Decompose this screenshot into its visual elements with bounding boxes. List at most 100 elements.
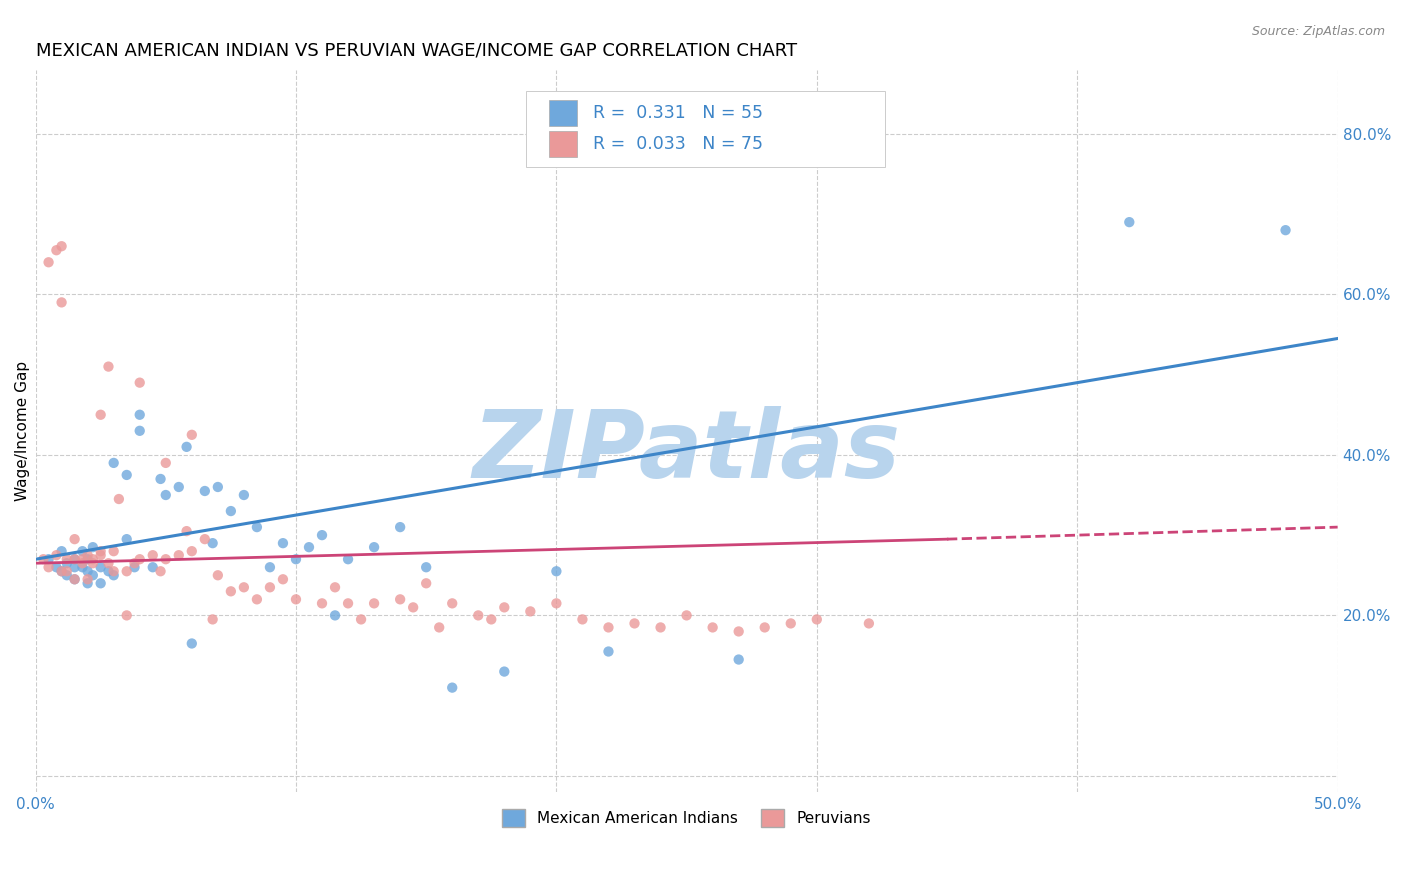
Point — [311, 596, 333, 610]
Point — [337, 552, 360, 566]
Point — [63, 552, 86, 566]
Point — [82, 552, 104, 566]
Point — [82, 540, 104, 554]
Point — [389, 520, 412, 534]
Point — [246, 520, 269, 534]
Text: R =  0.033   N = 75: R = 0.033 N = 75 — [593, 135, 763, 153]
Point — [259, 560, 281, 574]
Point — [63, 572, 86, 586]
Point — [806, 612, 828, 626]
Point — [167, 548, 190, 562]
Point — [598, 644, 620, 658]
Point — [479, 612, 502, 626]
Point — [103, 564, 125, 578]
Point — [232, 580, 254, 594]
Point — [675, 608, 697, 623]
Point — [45, 560, 67, 574]
Point — [115, 467, 138, 482]
Point — [271, 536, 294, 550]
Point — [858, 616, 880, 631]
Point — [51, 544, 73, 558]
Point — [51, 239, 73, 253]
Point — [363, 540, 385, 554]
Point — [232, 488, 254, 502]
Point — [76, 572, 98, 586]
Point — [1118, 215, 1140, 229]
Point — [103, 568, 125, 582]
Point — [51, 564, 73, 578]
Point — [350, 612, 373, 626]
Point — [323, 580, 346, 594]
Point — [727, 624, 749, 639]
Point — [176, 524, 198, 538]
Point — [149, 564, 172, 578]
Point — [76, 548, 98, 562]
Text: MEXICAN AMERICAN INDIAN VS PERUVIAN WAGE/INCOME GAP CORRELATION CHART: MEXICAN AMERICAN INDIAN VS PERUVIAN WAGE… — [35, 42, 797, 60]
Point — [623, 616, 645, 631]
Point — [155, 488, 177, 502]
FancyBboxPatch shape — [548, 131, 578, 157]
Point — [702, 620, 724, 634]
Point — [90, 408, 112, 422]
Point — [108, 491, 131, 506]
Point — [180, 544, 202, 558]
Point — [76, 552, 98, 566]
Point — [56, 552, 79, 566]
Point — [63, 572, 86, 586]
Point — [56, 556, 79, 570]
Point — [97, 564, 120, 578]
Point — [82, 568, 104, 582]
Point — [155, 552, 177, 566]
Point — [72, 544, 94, 558]
Point — [56, 568, 79, 582]
Point — [441, 681, 464, 695]
Point — [754, 620, 776, 634]
Point — [128, 408, 150, 422]
Point — [415, 576, 437, 591]
Point — [176, 440, 198, 454]
Point — [519, 604, 541, 618]
Point — [180, 636, 202, 650]
Point — [56, 564, 79, 578]
Point — [51, 564, 73, 578]
Point — [76, 564, 98, 578]
Point — [142, 560, 165, 574]
Point — [72, 556, 94, 570]
Point — [779, 616, 801, 631]
Point — [32, 552, 55, 566]
Point — [90, 576, 112, 591]
Point — [427, 620, 450, 634]
Point — [271, 572, 294, 586]
Text: R =  0.331   N = 55: R = 0.331 N = 55 — [593, 104, 763, 122]
Point — [311, 528, 333, 542]
Point — [194, 483, 217, 498]
Point — [546, 564, 568, 578]
Point — [207, 480, 229, 494]
Point — [363, 596, 385, 610]
Point — [194, 532, 217, 546]
Point — [180, 427, 202, 442]
Point — [402, 600, 425, 615]
Point — [598, 620, 620, 634]
Text: ZIPatlas: ZIPatlas — [472, 407, 901, 499]
Point — [207, 568, 229, 582]
Legend: Mexican American Indians, Peruvians: Mexican American Indians, Peruvians — [495, 801, 879, 835]
Point — [63, 552, 86, 566]
Point — [650, 620, 672, 634]
Point — [72, 552, 94, 566]
Point — [63, 532, 86, 546]
Point — [337, 596, 360, 610]
Point — [246, 592, 269, 607]
Point — [155, 456, 177, 470]
Point — [167, 480, 190, 494]
Point — [38, 560, 60, 574]
Point — [219, 504, 242, 518]
Point — [115, 532, 138, 546]
Point — [90, 560, 112, 574]
Point — [97, 359, 120, 374]
Point — [97, 556, 120, 570]
Point — [149, 472, 172, 486]
Point — [494, 665, 516, 679]
Point — [142, 548, 165, 562]
Y-axis label: Wage/Income Gap: Wage/Income Gap — [15, 360, 30, 501]
